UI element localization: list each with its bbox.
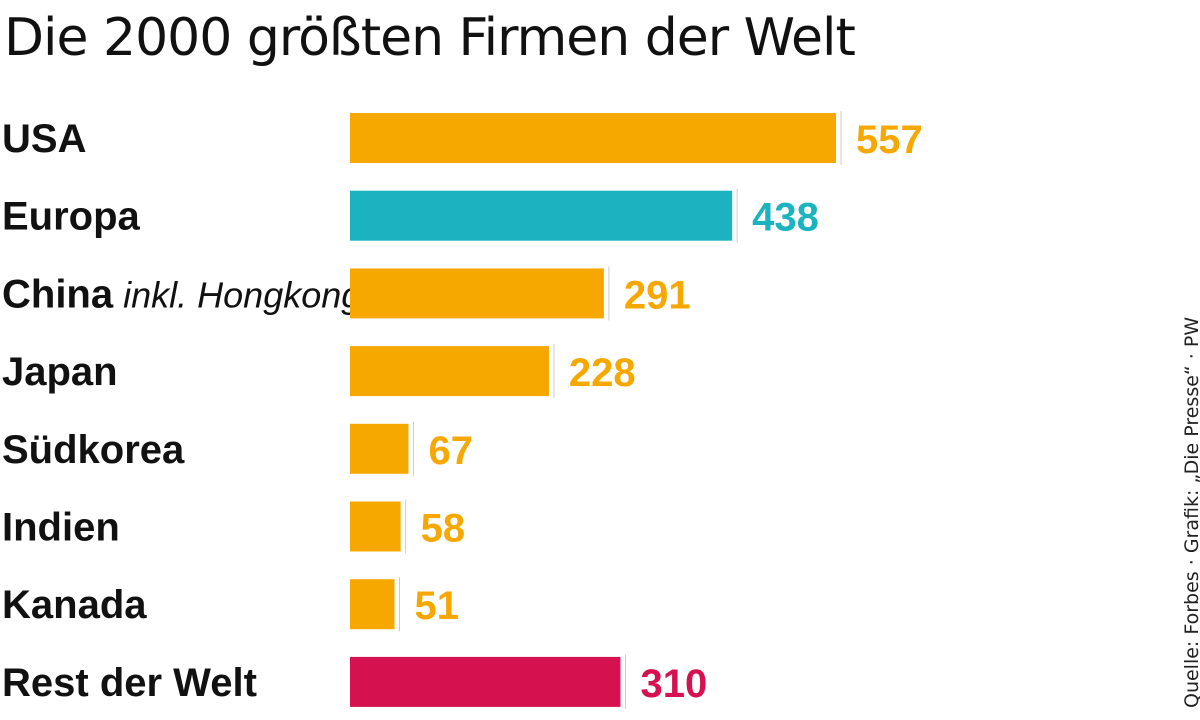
bar (350, 579, 395, 630)
value-label: 67 (428, 429, 473, 473)
value-label: 310 (640, 662, 707, 706)
category-label: USA (2, 117, 86, 161)
bar (350, 346, 549, 397)
bar (350, 656, 621, 707)
value-label: 58 (421, 507, 466, 551)
source-credit: Quelle: Forbes · Grafik: „Die Presse“ · … (1181, 316, 1200, 708)
category-label: Europa (2, 195, 141, 239)
chart-title: Die 2000 größten Firmen der Welt (4, 8, 856, 68)
value-label: 291 (624, 273, 691, 317)
bar (350, 190, 733, 241)
bar (350, 423, 409, 474)
bar (350, 501, 401, 552)
value-label: 557 (856, 118, 923, 162)
bar (350, 268, 604, 319)
category-label: China inkl. Hongkong (2, 272, 361, 316)
category-label: Südkorea (2, 428, 185, 472)
value-label: 228 (569, 351, 636, 395)
bar (350, 113, 836, 163)
value-label: 438 (752, 196, 819, 240)
value-label: 51 (414, 584, 459, 628)
category-label: Kanada (2, 583, 147, 627)
category-label: Rest der Welt (2, 661, 257, 705)
category-label: Indien (2, 506, 120, 550)
category-note: inkl. Hongkong (123, 274, 361, 315)
category-label: Japan (2, 350, 118, 394)
